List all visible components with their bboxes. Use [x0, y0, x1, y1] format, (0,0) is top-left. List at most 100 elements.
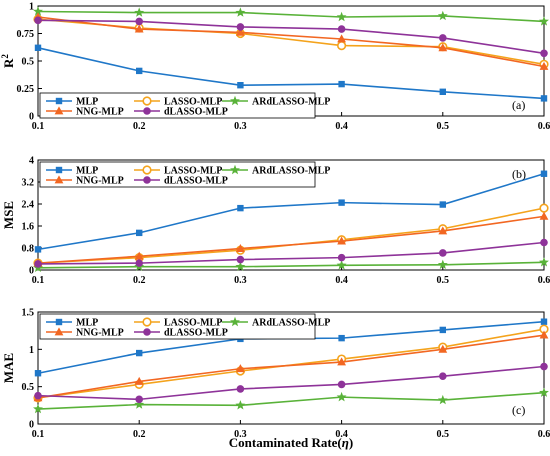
- data-point: [437, 10, 448, 21]
- series-dlasso-mlp: [34, 238, 548, 268]
- data-point: [337, 357, 346, 366]
- data-point: [336, 11, 347, 22]
- data-point: [33, 403, 43, 414]
- data-point: [33, 6, 43, 16]
- data-point: [439, 249, 447, 257]
- data-point: [439, 201, 446, 208]
- data-point: [540, 49, 548, 58]
- legend-marker: [143, 176, 151, 184]
- data-point: [34, 260, 42, 268]
- legend-label: dLASSO-MLP: [164, 176, 228, 187]
- legend-label: LASSO-MLP: [164, 166, 222, 177]
- legend-label: dLASSO-MLP: [164, 328, 228, 339]
- data-point: [237, 82, 244, 89]
- data-point: [34, 391, 42, 400]
- data-point: [34, 246, 42, 253]
- legend-label: ARdLASSO-MLP: [252, 97, 330, 108]
- y-axis-label: MAE: [1, 353, 16, 383]
- legend-entry: MLP: [46, 166, 98, 177]
- data-point: [236, 385, 245, 393]
- x-tick-label: 0.4: [335, 429, 348, 440]
- data-point: [236, 27, 245, 36]
- legend-marker: [54, 327, 64, 336]
- y-tick-label: 1: [29, 345, 34, 356]
- data-point: [34, 16, 42, 25]
- data-point: [236, 23, 245, 31]
- data-point: [439, 88, 446, 95]
- data-point: [539, 203, 549, 213]
- data-point: [338, 80, 345, 88]
- panel-annotation: (a): [512, 98, 525, 112]
- data-point: [438, 344, 448, 353]
- y-tick-label: 1.5: [22, 308, 35, 319]
- x-tick-label: 0.4: [335, 121, 348, 132]
- legend-marker: [142, 96, 152, 106]
- data-point: [337, 34, 346, 43]
- data-point: [134, 399, 145, 409]
- series-line: [37, 207, 545, 264]
- legend-entry: LASSO-MLP: [134, 165, 222, 177]
- x-tick-label: 0.6: [538, 275, 550, 286]
- legend-entry: NNG-MLP: [46, 106, 124, 118]
- y-tick-label: 4: [29, 156, 34, 167]
- data-point: [437, 259, 448, 269]
- series-line: [37, 328, 545, 399]
- legend-marker: [54, 106, 64, 115]
- x-axis-label: Contaminated Rate(η): [229, 435, 354, 450]
- series-line: [37, 365, 545, 401]
- y-tick-label: 0.5: [22, 382, 35, 393]
- series-mlp: [34, 170, 548, 253]
- y-tick-label: 3.2: [22, 178, 35, 189]
- x-tick-label: 0.5: [437, 275, 450, 286]
- y-tick-label: 0.75: [17, 29, 35, 40]
- data-point: [136, 349, 143, 357]
- series-dlasso-mlp: [34, 16, 548, 58]
- data-point: [135, 259, 143, 267]
- series-line: [37, 261, 545, 269]
- y-axis-label: MSE: [1, 201, 16, 229]
- data-point: [337, 25, 346, 33]
- data-point: [134, 24, 144, 33]
- legend-marker: [230, 164, 240, 175]
- data-point: [539, 257, 549, 267]
- data-point: [539, 16, 549, 26]
- x-tick-label: 0.5: [437, 429, 450, 440]
- data-point: [236, 255, 245, 264]
- legend-marker: [55, 97, 63, 105]
- legend-marker: [55, 166, 63, 174]
- data-point: [540, 170, 548, 177]
- legend-marker: [54, 175, 64, 184]
- legend: MLP LASSO-MLP ARdLASSO-MLP NNG-MLP dLASSO-ML…: [39, 161, 330, 188]
- legend-entry: dLASSO-MLP: [134, 328, 228, 339]
- legend-box: [39, 161, 316, 188]
- data-point: [136, 67, 143, 75]
- data-point: [338, 334, 345, 342]
- x-tick-label: 0.6: [538, 429, 550, 440]
- series-line: [37, 241, 545, 265]
- legend-box: [39, 313, 316, 340]
- y-tick-label: 0: [29, 420, 34, 431]
- data-point: [540, 95, 548, 102]
- data-point: [336, 391, 347, 402]
- data-point: [338, 199, 345, 206]
- series-line: [37, 334, 545, 399]
- series-mlp: [34, 44, 548, 102]
- legend-label: MLP: [76, 166, 98, 177]
- legend-marker: [55, 318, 63, 326]
- data-point: [235, 261, 246, 271]
- x-tick-label: 0.3: [234, 429, 247, 440]
- panel-annotation: (b): [512, 167, 526, 181]
- x-tick-label: 0.2: [133, 275, 146, 286]
- data-point: [135, 395, 143, 404]
- data-point: [540, 238, 548, 247]
- series-line: [37, 10, 545, 23]
- data-point: [539, 387, 549, 397]
- series-line: [37, 19, 545, 55]
- legend-entry: dLASSO-MLP: [134, 107, 228, 118]
- data-point: [439, 372, 447, 381]
- legend-entry: LASSO-MLP: [134, 317, 222, 329]
- legend-entry: NNG-MLP: [46, 327, 124, 339]
- legend-label: MLP: [76, 318, 98, 329]
- y-tick-label: 0: [29, 266, 34, 277]
